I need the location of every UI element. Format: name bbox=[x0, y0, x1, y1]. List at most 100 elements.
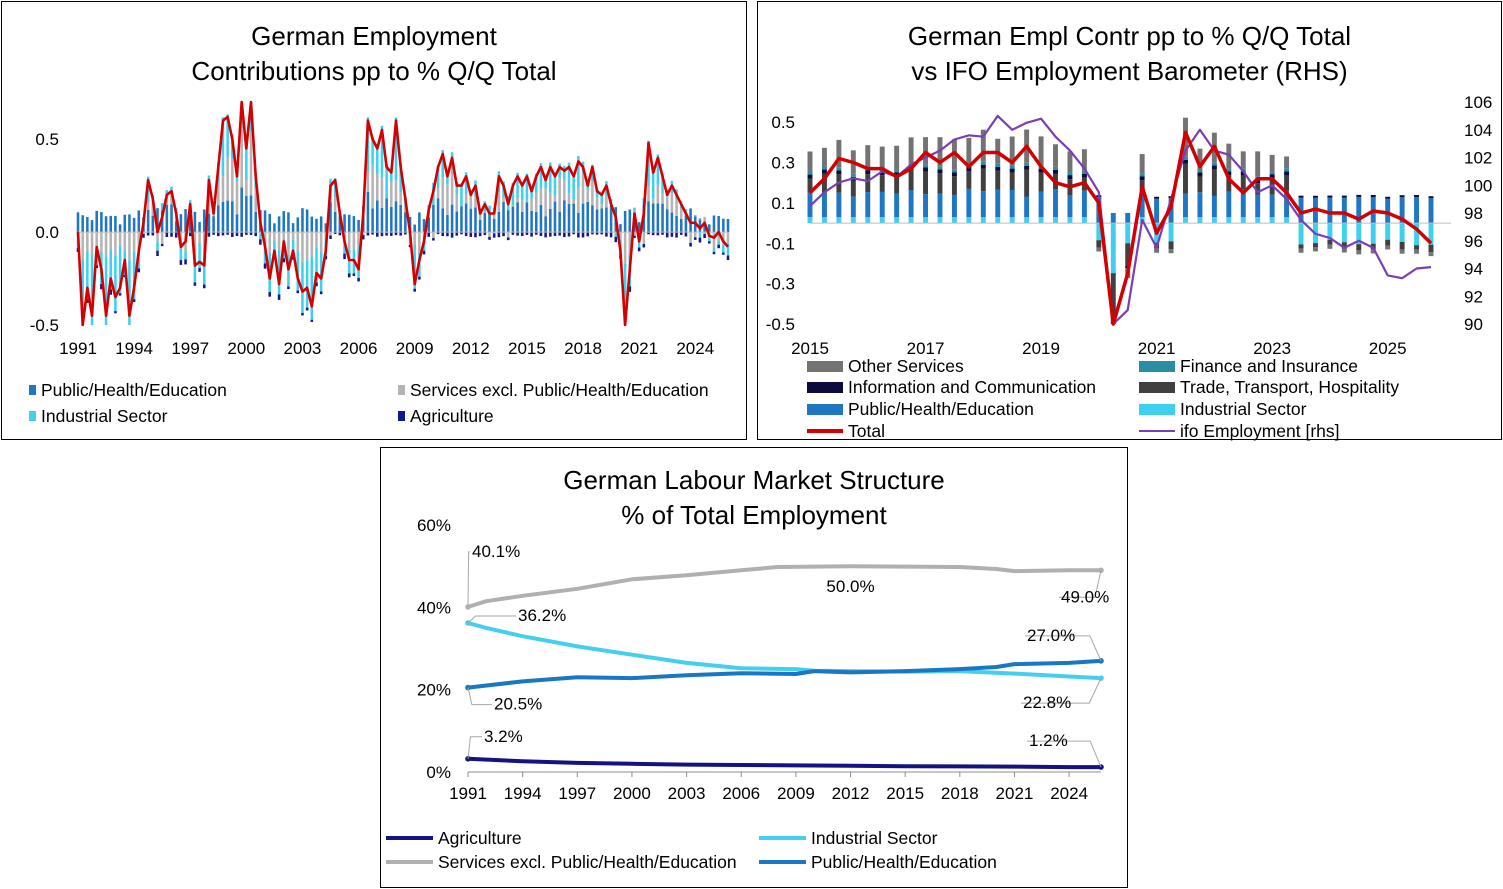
bar-finance bbox=[980, 161, 986, 165]
bar-finance bbox=[951, 169, 957, 173]
bar-other-services bbox=[1284, 156, 1290, 169]
bar-services bbox=[170, 191, 173, 205]
bar-services bbox=[235, 181, 239, 215]
x-tick-label: 2000 bbox=[613, 784, 651, 803]
bar-public bbox=[170, 204, 173, 233]
bar-services bbox=[469, 194, 473, 209]
legend-label-agriculture: Agriculture bbox=[438, 828, 522, 848]
x-tick-label: 2024 bbox=[1050, 784, 1088, 803]
bar-public bbox=[1081, 190, 1087, 218]
bar-finance bbox=[850, 173, 856, 177]
bar-agriculture bbox=[684, 232, 688, 237]
legend-label-other-services: Other Services bbox=[848, 356, 964, 376]
bar-info-comm bbox=[1356, 194, 1362, 197]
x-tick-label: 2012 bbox=[452, 339, 490, 358]
bar-public bbox=[563, 200, 566, 233]
bar-info-comm bbox=[1284, 171, 1290, 176]
bar-public bbox=[539, 205, 543, 233]
bar-public bbox=[1125, 213, 1131, 224]
bar-info-comm bbox=[1240, 171, 1246, 176]
bar-industrial bbox=[966, 217, 972, 224]
bar-agriculture bbox=[212, 232, 215, 235]
bar-agriculture bbox=[661, 232, 664, 235]
bar-trade bbox=[1024, 169, 1030, 197]
bar-industrial bbox=[595, 188, 599, 198]
bar-services bbox=[679, 208, 683, 220]
bar-services bbox=[511, 205, 515, 207]
bar-public bbox=[1168, 198, 1174, 224]
bar-public bbox=[1024, 196, 1030, 218]
bar-industrial bbox=[118, 245, 122, 294]
bar-agriculture bbox=[567, 232, 571, 237]
bar-trade bbox=[1009, 172, 1015, 190]
bar-industrial bbox=[380, 125, 384, 178]
bar-info-comm bbox=[1385, 196, 1391, 199]
bar-industrial bbox=[553, 172, 557, 196]
chart-panel-contributions: German Employment Contributions pp to % … bbox=[1, 1, 747, 440]
bar-public bbox=[553, 201, 557, 233]
bar-industrial bbox=[361, 234, 365, 236]
bar-services bbox=[301, 232, 304, 263]
bar-services bbox=[90, 232, 94, 255]
bar-services bbox=[352, 232, 356, 250]
y2-tick-label: 96 bbox=[1464, 232, 1483, 251]
bar-agriculture bbox=[586, 232, 589, 237]
bar-public bbox=[1067, 195, 1073, 218]
bar-finance bbox=[1197, 169, 1203, 173]
bar-finance bbox=[1211, 162, 1217, 166]
legend-label-industrial: Industrial Sector bbox=[1180, 399, 1307, 419]
legend-swatch-services bbox=[398, 385, 405, 395]
bar-services bbox=[455, 193, 459, 212]
series-point-end-industrial bbox=[1098, 675, 1104, 681]
bar-public bbox=[268, 213, 272, 233]
bar-public bbox=[497, 211, 501, 233]
bar-public bbox=[123, 214, 127, 233]
y-tick-label: 0% bbox=[426, 763, 451, 782]
legend-item-ifo: ifo Employment [rhs] bbox=[1139, 420, 1340, 442]
bar-industrial bbox=[656, 154, 660, 185]
y-tick-label: -0.1 bbox=[766, 234, 795, 253]
bar-services bbox=[693, 232, 697, 238]
bar-industrial bbox=[455, 182, 459, 194]
bar-agriculture bbox=[315, 282, 318, 287]
bar-industrial bbox=[436, 165, 440, 189]
bar-public bbox=[254, 211, 257, 233]
bar-industrial bbox=[390, 168, 393, 182]
x-tick-label: 2025 bbox=[1369, 339, 1407, 358]
data-label-leader bbox=[1025, 635, 1102, 662]
bar-services bbox=[366, 171, 370, 192]
bar-services bbox=[132, 232, 136, 252]
bar-services bbox=[198, 232, 201, 243]
legend-item-other-services: Other Services bbox=[807, 355, 964, 377]
bar-industrial bbox=[160, 203, 164, 211]
bar-services bbox=[329, 232, 332, 236]
bar-agriculture bbox=[455, 232, 459, 236]
bar-services bbox=[114, 232, 117, 256]
bar-public bbox=[506, 210, 510, 233]
bar-agriculture bbox=[404, 232, 407, 235]
bar-trade bbox=[1385, 239, 1391, 246]
bar-public bbox=[422, 219, 426, 233]
bar-trade bbox=[807, 178, 813, 193]
bar-services bbox=[296, 232, 300, 252]
bar-finance bbox=[807, 171, 813, 175]
legend-label-ifo: ifo Employment [rhs] bbox=[1180, 421, 1340, 441]
bar-industrial bbox=[394, 117, 398, 181]
bar-industrial bbox=[995, 217, 1001, 224]
y2-tick-label: 106 bbox=[1464, 93, 1492, 112]
bar-industrial bbox=[923, 217, 929, 224]
bar-other-services bbox=[1197, 148, 1203, 170]
bar-agriculture bbox=[193, 282, 197, 286]
bar-industrial bbox=[558, 163, 561, 179]
bar-public bbox=[951, 194, 957, 218]
x-tick-label: 1991 bbox=[449, 784, 487, 803]
bar-services bbox=[95, 232, 98, 253]
legend-label-trade: Trade, Transport, Hospitality bbox=[1180, 377, 1400, 397]
bar-services bbox=[525, 200, 529, 203]
bar-public bbox=[1385, 198, 1391, 224]
data-label-leader bbox=[467, 551, 470, 607]
bar-industrial bbox=[908, 217, 914, 224]
bar-industrial bbox=[572, 174, 575, 200]
bar-services bbox=[399, 192, 402, 205]
